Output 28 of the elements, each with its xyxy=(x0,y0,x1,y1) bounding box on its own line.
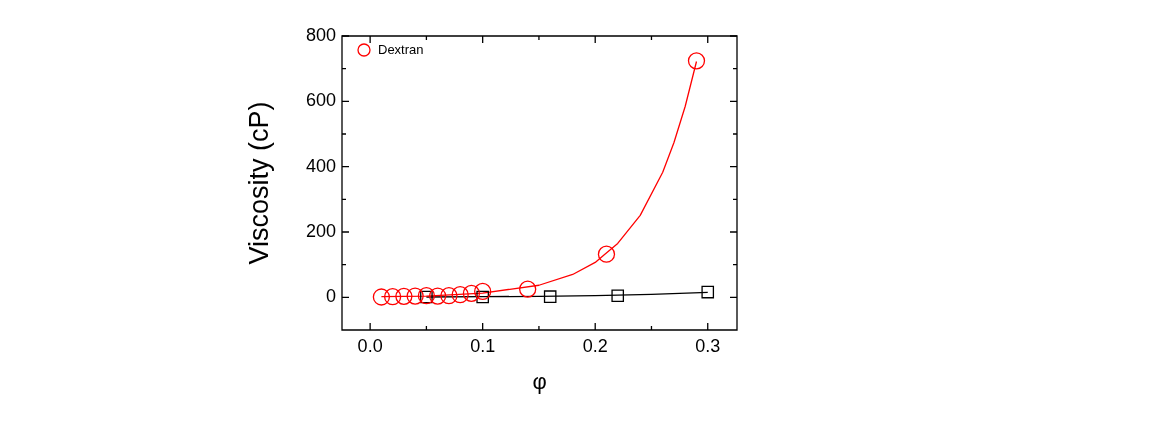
y-tick-label: 200 xyxy=(305,220,336,241)
y-tick-label: 0 xyxy=(325,286,336,307)
point xyxy=(395,287,413,305)
y-tick-label: 400 xyxy=(305,155,336,176)
legend-label: Dextran xyxy=(378,41,424,57)
point xyxy=(383,288,402,306)
x-axis-title: φ xyxy=(532,368,547,394)
x-tick-label: 0.0 xyxy=(357,335,383,356)
point xyxy=(474,282,492,301)
point xyxy=(611,289,625,303)
point xyxy=(687,52,706,70)
point xyxy=(440,287,458,305)
x-tick-label: 0.2 xyxy=(582,335,608,356)
point xyxy=(597,245,616,263)
point xyxy=(476,290,489,304)
point xyxy=(462,284,481,303)
x-tick-label: 0.1 xyxy=(470,335,496,356)
point xyxy=(519,280,537,298)
y-tick-label: 800 xyxy=(305,24,336,45)
point xyxy=(543,290,557,303)
point xyxy=(451,286,469,304)
point xyxy=(429,287,447,305)
point xyxy=(372,288,391,306)
y-tick-label: 600 xyxy=(305,90,336,111)
point xyxy=(406,287,424,305)
x-tick-label: 0.3 xyxy=(695,335,721,356)
point xyxy=(701,285,715,299)
y-axis-title: Viscosity (cP) xyxy=(243,101,274,265)
